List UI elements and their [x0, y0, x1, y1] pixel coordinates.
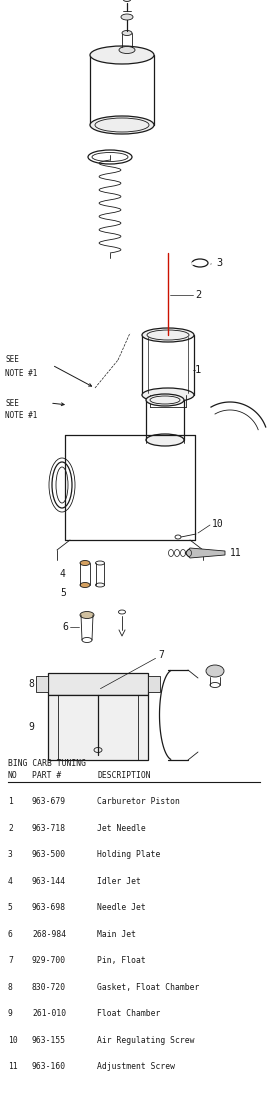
Text: 10: 10 [212, 519, 224, 529]
Text: Holding Plate: Holding Plate [97, 851, 160, 860]
Text: 11: 11 [8, 1062, 18, 1071]
Text: 7: 7 [8, 956, 13, 966]
Text: 963-500: 963-500 [32, 851, 66, 860]
Text: 963-144: 963-144 [32, 877, 66, 886]
Text: 963-679: 963-679 [32, 797, 66, 806]
Ellipse shape [95, 561, 105, 565]
Text: 929-700: 929-700 [32, 956, 66, 966]
Ellipse shape [142, 388, 194, 402]
Ellipse shape [142, 328, 194, 342]
Text: 4: 4 [60, 569, 66, 579]
Text: 3: 3 [8, 851, 13, 860]
Text: DESCRIPTION: DESCRIPTION [97, 772, 151, 781]
Text: Gasket, Float Chamber: Gasket, Float Chamber [97, 983, 199, 992]
Text: Carburetor Piston: Carburetor Piston [97, 797, 180, 806]
Bar [148, 676, 160, 692]
Text: 6: 6 [8, 930, 13, 938]
Text: 963-160: 963-160 [32, 1062, 66, 1071]
Text: Needle Jet: Needle Jet [97, 903, 146, 912]
Ellipse shape [123, 0, 131, 1]
Ellipse shape [121, 14, 133, 20]
Ellipse shape [119, 46, 135, 54]
Bar [48, 673, 148, 695]
Text: PART #: PART # [32, 772, 61, 781]
Ellipse shape [80, 561, 90, 565]
Text: 7: 7 [158, 650, 164, 660]
Text: Main Jet: Main Jet [97, 930, 136, 938]
Text: Pin, Float: Pin, Float [97, 956, 146, 966]
Text: 3: 3 [216, 258, 222, 268]
Ellipse shape [146, 394, 184, 406]
Text: 261-010: 261-010 [32, 1010, 66, 1018]
Text: 8: 8 [8, 983, 13, 992]
Text: Adjustment Screw: Adjustment Screw [97, 1062, 175, 1071]
Text: 2: 2 [8, 823, 13, 833]
Text: NOTE #1: NOTE #1 [5, 369, 37, 378]
Text: 268-984: 268-984 [32, 930, 66, 938]
Text: 5: 5 [8, 903, 13, 912]
Text: 5: 5 [60, 588, 66, 598]
Text: 6: 6 [62, 622, 68, 632]
Text: NOTE #1: NOTE #1 [5, 411, 37, 419]
Text: 830-720: 830-720 [32, 983, 66, 992]
Text: 10: 10 [8, 1036, 18, 1045]
Text: 8: 8 [28, 679, 34, 689]
Ellipse shape [90, 116, 154, 134]
Bar [48, 695, 148, 760]
Text: 9: 9 [8, 1010, 13, 1018]
Ellipse shape [146, 434, 184, 446]
Ellipse shape [90, 46, 154, 64]
Text: 9: 9 [28, 723, 34, 733]
Ellipse shape [80, 611, 94, 619]
Text: 4: 4 [8, 877, 13, 886]
Polygon shape [185, 548, 225, 558]
Text: SEE: SEE [5, 356, 19, 365]
Text: Jet Needle: Jet Needle [97, 823, 146, 833]
Text: Float Chamber: Float Chamber [97, 1010, 160, 1018]
Text: 1: 1 [8, 797, 13, 806]
Text: Air Regulating Screw: Air Regulating Screw [97, 1036, 195, 1045]
Text: NO: NO [8, 772, 18, 781]
Ellipse shape [122, 31, 132, 35]
Text: 963-155: 963-155 [32, 1036, 66, 1045]
Text: Idler Jet: Idler Jet [97, 877, 141, 886]
Text: SEE: SEE [5, 399, 19, 407]
Ellipse shape [95, 583, 105, 587]
Text: BING CARB TUNING: BING CARB TUNING [8, 759, 86, 768]
Ellipse shape [80, 583, 90, 588]
Text: 11: 11 [230, 548, 242, 558]
Text: 963-718: 963-718 [32, 823, 66, 833]
Bar [36, 676, 48, 692]
Text: 2: 2 [195, 290, 201, 300]
Text: 963-698: 963-698 [32, 903, 66, 912]
Text: 1: 1 [195, 365, 201, 374]
Ellipse shape [206, 665, 224, 677]
